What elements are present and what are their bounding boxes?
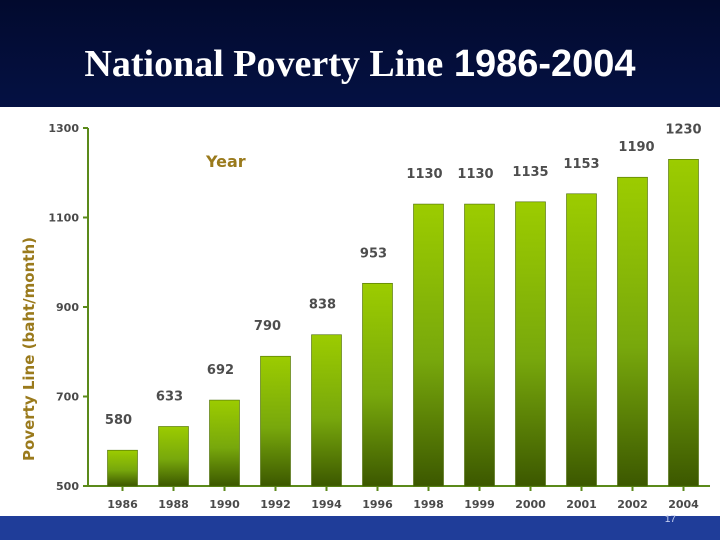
bar-1992 [260,355,291,487]
data-label-1990: 692 [207,363,234,378]
data-label-2004: 1230 [665,122,701,137]
x-tick-label-1998: 1998 [413,498,444,511]
data-label-1992: 790 [254,319,281,334]
bar-2000 [515,201,546,487]
y-tick-label: 700 [56,391,79,404]
data-label-2002: 1190 [618,140,654,155]
bar-1986 [107,449,138,487]
x-tick-label-1996: 1996 [362,498,393,511]
y-axis-title: Poverty Line (baht/month) [20,237,38,461]
bar-1988 [158,426,189,487]
x-tick-label-1992: 1992 [260,498,291,511]
data-label-2001: 1153 [563,157,599,172]
bar-2002 [617,176,648,487]
bar-2004 [668,159,699,487]
data-label-1986: 580 [105,413,132,428]
x-tick-label-1986: 1986 [107,498,138,511]
y-tick-label: 900 [56,301,79,314]
x-tick-label-1999: 1999 [464,498,495,511]
x-tick-label-2004: 2004 [668,498,699,511]
x-tick-label-2001: 2001 [566,498,597,511]
data-label-1996: 953 [360,246,387,261]
x-tick-label-1988: 1988 [158,498,189,511]
title-text: National Poverty Line [84,43,444,85]
data-label-1988: 633 [156,389,183,404]
chart-axes: 500 700 900 1100 1300 [48,122,710,493]
bar-1999 [464,203,495,487]
x-tick-label-2000: 2000 [515,498,546,511]
data-label-1998: 1130 [406,167,442,182]
chart-labels: 1986 580 1988 633 1990 692 1992 790 1994 838 1996 9… [105,122,702,511]
data-label-1994: 838 [309,298,336,313]
bar-1990 [209,399,240,487]
x-tick-label-1990: 1990 [209,498,240,511]
chart-panel [0,107,720,517]
y-tick-label: 1100 [48,212,79,225]
legend-label: Year [205,152,246,171]
bar-2001 [566,193,597,487]
data-label-2000: 1135 [512,165,548,180]
title-years: 1986-2004 [453,43,636,85]
x-tick-label-2002: 2002 [617,498,648,511]
chart-bars [107,159,699,487]
data-label-1999: 1130 [457,167,493,182]
footer-bar [0,516,720,540]
bar-1998 [413,203,444,487]
slide-title: National Poverty Line 1986-2004 [0,42,720,86]
y-tick-label: 1300 [48,122,79,135]
bar-1994 [311,334,342,487]
bar-1996 [362,282,393,487]
page-number: 17 [664,514,676,525]
x-tick-label-1994: 1994 [311,498,342,511]
y-tick-label: 500 [56,480,79,493]
